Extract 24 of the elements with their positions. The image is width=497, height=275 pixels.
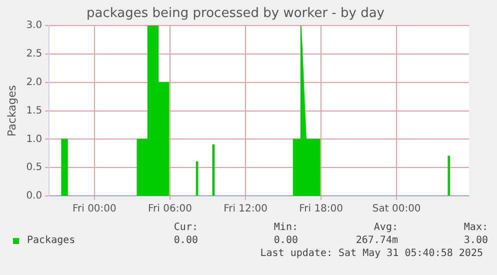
chart-title: packages being processed by worker - by day: [86, 6, 385, 22]
y-tick-label: 2.5: [26, 48, 42, 60]
x-tick-label: Fri 00:00: [72, 204, 116, 215]
y-tick-label: 0.0: [26, 190, 42, 202]
text: Cur:: [172, 222, 198, 233]
legend-label: Packages: [27, 235, 76, 246]
y-axis-title: Packages: [5, 84, 18, 136]
y-tick-label: 1.0: [26, 134, 42, 145]
text: 3.00: [462, 235, 488, 246]
y-tick-label: 3.0: [26, 20, 42, 32]
x-tick-label: Fri 12:00: [224, 204, 268, 215]
y-tick-label: 0.5: [26, 162, 42, 174]
text: Max:: [462, 222, 488, 233]
text: 267.74m: [354, 235, 398, 246]
text: Min:: [272, 222, 298, 233]
x-tick-label: Fri 18:00: [299, 204, 344, 215]
y-tick-label: 1.5: [26, 105, 42, 116]
text: 0.00: [172, 235, 198, 246]
text: 0.00: [272, 235, 298, 246]
text: Last update: Sat May 31 05:40:58 2025: [260, 248, 483, 259]
y-tick-label: 2.0: [26, 76, 42, 88]
x-tick-label: Fri 06:00: [148, 204, 192, 215]
x-tick-label: Sat 00:00: [372, 204, 421, 215]
text: Avg:: [372, 222, 398, 233]
